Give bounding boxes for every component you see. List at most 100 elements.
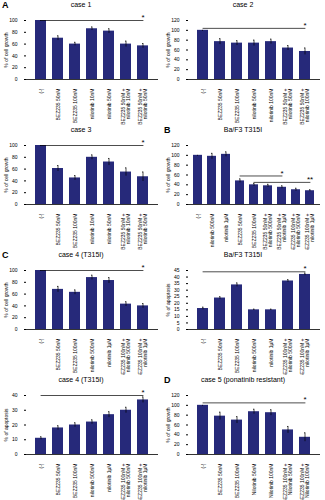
svg-text:35: 35 (174, 280, 180, 286)
svg-text:20: 20 (174, 66, 180, 72)
svg-text:nilotinib 1µM: nilotinib 1µM (223, 214, 229, 242)
svg-text:BEZ235 50nM +nilotinib 50nM: BEZ235 50nM +nilotinib 50nM (137, 88, 148, 124)
svg-text:BEZ235 100nM +nilotinib 500nM: BEZ235 100nM +nilotinib 500nM (120, 338, 131, 375)
svg-text:BEZ235 50nM: BEZ235 50nM (55, 89, 61, 121)
svg-text:40: 40 (174, 274, 180, 280)
svg-text:20: 20 (12, 189, 18, 195)
svg-text:BEZ235 50nM: BEZ235 50nM (55, 214, 61, 246)
svg-text:60: 60 (12, 166, 18, 172)
svg-text:(-): (-) (38, 88, 44, 93)
svg-text:BEZ235 100nM +nilotinib 500nM: BEZ235 100nM +nilotinib 500nM (290, 213, 301, 250)
svg-text:30: 30 (174, 287, 180, 293)
svg-text:BEZ235 50nM: BEZ235 50nM (217, 89, 223, 121)
svg-text:Nilotinib 50nM: Nilotinib 50nM (251, 464, 257, 496)
svg-text:0: 0 (177, 76, 180, 82)
svg-text:0: 0 (15, 76, 18, 82)
svg-text:80: 80 (12, 154, 18, 160)
svg-text:120: 120 (171, 142, 180, 148)
svg-text:10: 10 (174, 313, 180, 319)
svg-text:(-): (-) (38, 338, 44, 343)
svg-text:0: 0 (177, 451, 180, 457)
svg-text:*: * (280, 169, 283, 178)
svg-text:BEZ235 50nM: BEZ235 50nM (237, 214, 243, 246)
svg-text:0: 0 (15, 326, 18, 332)
svg-text:BEZ235 100nM: BEZ235 100nM (234, 464, 240, 499)
svg-text:(-): (-) (38, 463, 44, 468)
svg-text:% of apoptosis: % of apoptosis (3, 408, 9, 441)
svg-text:0: 0 (15, 201, 18, 207)
svg-text:30: 30 (12, 407, 18, 413)
svg-text:% of cell growth: % of cell growth (165, 407, 171, 443)
svg-text:Nilotinib 100nM: Nilotinib 100nM (268, 464, 274, 498)
svg-text:BEZ235 50nM +nilotinib 100nM: BEZ235 50nM +nilotinib 100nM (299, 88, 310, 124)
svg-text:nilotinib 50nM: nilotinib 50nM (106, 214, 112, 245)
svg-text:100: 100 (9, 142, 18, 148)
svg-text:nilotinib 500nM: nilotinib 500nM (209, 214, 215, 248)
svg-text:BEZ235 100nM +nilotinib 1µM: BEZ235 100nM +nilotinib 1µM (137, 338, 148, 375)
svg-text:40: 40 (12, 303, 18, 309)
svg-text:60: 60 (12, 41, 18, 47)
svg-text:BEZ235 50nM +nilotinib 10nM: BEZ235 50nM +nilotinib 10nM (120, 88, 131, 124)
svg-text:*: * (141, 263, 144, 272)
svg-text:BEZ235 50nM +nilotinib 10nM: BEZ235 50nM +nilotinib 10nM (120, 213, 131, 249)
svg-text:100: 100 (9, 17, 18, 23)
svg-text:nilotinib 500nM: nilotinib 500nM (89, 464, 95, 498)
svg-text:80: 80 (12, 279, 18, 285)
svg-text:BEZ235 50nM +nilotinib 1µM: BEZ235 50nM +nilotinib 1µM (276, 213, 287, 249)
svg-text:40: 40 (174, 181, 180, 187)
svg-text:0: 0 (177, 326, 180, 332)
svg-text:nilotinib 500nM: nilotinib 500nM (89, 339, 95, 373)
svg-text:(-): (-) (38, 213, 44, 218)
svg-text:40: 40 (12, 178, 18, 184)
svg-text:5: 5 (177, 320, 180, 326)
svg-text:60: 60 (174, 47, 180, 53)
svg-text:60: 60 (12, 291, 18, 297)
svg-text:BEZ235 100nM +nilotinib 500nM: BEZ235 100nM +nilotinib 500nM (120, 463, 131, 500)
svg-text:10: 10 (12, 436, 18, 442)
svg-text:BEZ235 100nM: BEZ235 100nM (234, 89, 240, 124)
svg-text:20: 20 (174, 191, 180, 197)
svg-text:20: 20 (174, 441, 180, 447)
svg-text:*: * (141, 388, 144, 397)
svg-text:BEZ235 100nM +nilotinib 1µM: BEZ235 100nM +nilotinib 1µM (137, 463, 148, 500)
svg-text:BEZ235 100nM +nilotinib 1µM: BEZ235 100nM +nilotinib 1µM (304, 213, 315, 250)
svg-text:40: 40 (174, 431, 180, 437)
svg-text:20: 20 (12, 422, 18, 428)
svg-text:BEZ235 100nM +Nilotinib 50nM: BEZ235 100nM +Nilotinib 50nM (282, 463, 293, 500)
svg-text:20: 20 (174, 300, 180, 306)
svg-text:40: 40 (174, 56, 180, 62)
svg-text:BEZ235 100nM: BEZ235 100nM (72, 89, 78, 124)
svg-text:(-): (-) (200, 338, 206, 343)
svg-text:80: 80 (174, 37, 180, 43)
svg-text:% of cell growth: % of cell growth (3, 157, 9, 193)
svg-text:*: * (303, 21, 306, 30)
svg-text:*: * (303, 264, 306, 273)
svg-text:nilotinib 10nM: nilotinib 10nM (89, 214, 95, 245)
svg-text:nilotinib 10nM: nilotinib 10nM (89, 89, 95, 120)
svg-text:80: 80 (174, 412, 180, 418)
svg-text:100: 100 (9, 267, 18, 273)
svg-text:BEZ235 100nM: BEZ235 100nM (72, 339, 78, 374)
svg-text:nilotinib 50nM: nilotinib 50nM (251, 89, 257, 120)
svg-text:BEZ235 50nM: BEZ235 50nM (217, 464, 223, 496)
svg-text:20: 20 (12, 64, 18, 70)
svg-text:0: 0 (177, 201, 180, 207)
svg-text:60: 60 (174, 422, 180, 428)
svg-text:100: 100 (171, 152, 180, 158)
svg-text:25: 25 (174, 293, 180, 299)
svg-text:% of cell growth: % of cell growth (165, 32, 171, 68)
svg-text:15: 15 (174, 306, 180, 312)
svg-text:45: 45 (174, 267, 180, 273)
svg-text:% of cell growth: % of cell growth (3, 32, 9, 68)
svg-text:120: 120 (171, 17, 180, 23)
svg-text:20: 20 (12, 314, 18, 320)
svg-text:*: * (303, 395, 306, 404)
svg-text:BEZ235 100nM: BEZ235 100nM (72, 214, 78, 249)
svg-text:% of apoptosis: % of apoptosis (165, 283, 171, 316)
svg-text:BEZ235 100nM: BEZ235 100nM (72, 464, 78, 499)
svg-text:*: * (141, 13, 144, 22)
svg-text:nilotinib 1µM: nilotinib 1µM (106, 464, 112, 492)
svg-text:80: 80 (12, 29, 18, 35)
svg-text:BEZ235 100nM: BEZ235 100nM (234, 339, 240, 374)
svg-text:BEZ235 50nM: BEZ235 50nM (55, 464, 61, 496)
